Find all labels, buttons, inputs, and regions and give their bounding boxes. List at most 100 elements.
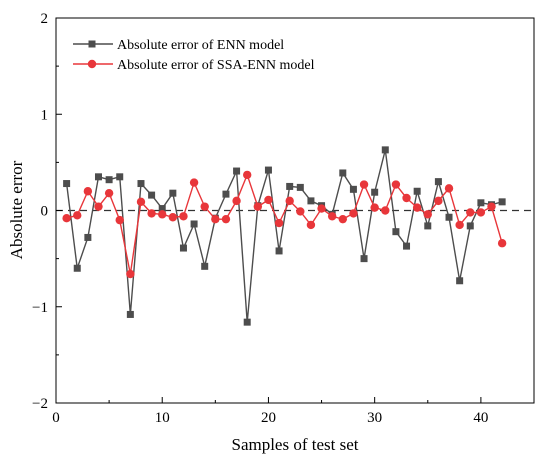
data-point-ssa-enn [243,170,252,180]
legend-marker-ssa-enn [87,59,97,69]
data-point-enn [116,173,124,181]
series-layer [62,146,507,326]
data-point-enn [137,180,145,188]
data-point-enn [179,244,187,252]
data-point-enn [73,264,81,272]
data-point-enn [498,198,506,206]
data-point-ssa-enn [306,220,316,230]
data-point-ssa-enn [423,210,432,219]
data-point-ssa-enn [317,204,326,213]
data-point-ssa-enn [200,202,209,211]
data-point-enn [466,222,474,230]
data-point-enn [201,262,209,270]
legend-label-enn: Absolute error of ENN model [117,38,284,53]
data-point-ssa-enn [126,269,135,279]
data-point-ssa-enn [434,196,443,206]
data-point-enn [296,183,304,191]
data-point-ssa-enn [412,203,422,212]
data-point-ssa-enn [189,178,199,187]
data-point-ssa-enn [476,208,486,217]
x-tick-label: 30 [367,410,382,426]
data-point-ssa-enn [296,207,305,216]
data-point-ssa-enn [147,209,156,218]
data-point-ssa-enn [285,196,294,206]
data-point-ssa-enn [158,210,167,219]
data-point-ssa-enn [455,220,464,230]
data-point-enn [371,188,379,196]
data-point-enn [413,187,421,195]
data-point-enn [456,277,464,285]
data-point-ssa-enn [381,206,390,215]
y-tick-label: 0 [41,204,49,220]
data-point-enn [403,242,411,250]
y-axis-title: Absolute error [7,160,26,259]
data-point-ssa-enn [264,195,273,205]
x-tick-label: 10 [155,410,170,426]
data-point-ssa-enn [115,215,124,225]
data-point-ssa-enn [104,188,114,198]
data-point-ssa-enn [136,197,146,207]
data-point-enn [434,178,442,186]
data-point-enn [126,310,134,318]
data-point-ssa-enn [402,193,411,203]
data-point-enn [445,213,453,221]
legend-label-ssa-enn: Absolute error of SSA-ENN model [117,58,315,73]
legend-marker-enn [88,40,96,48]
y-tick-label: 2 [41,11,49,27]
data-point-enn [339,169,347,177]
data-point-ssa-enn [73,211,82,220]
data-point-ssa-enn [232,196,241,206]
data-point-enn [105,176,113,184]
data-point-enn [381,146,389,154]
data-point-ssa-enn [83,187,93,196]
data-point-enn [84,233,92,241]
data-point-ssa-enn [327,212,337,221]
data-point-ssa-enn [338,214,347,224]
tick-labels: 0 10 20 30 40 −2 −1 0 1 2 [32,11,488,426]
data-point-enn [222,190,230,198]
data-point-ssa-enn [179,212,188,221]
y-tick-label: −2 [32,396,48,412]
data-point-ssa-enn [211,214,220,224]
data-point-enn [190,220,198,228]
y-tick-label: −1 [32,300,48,316]
x-tick-label: 0 [52,410,60,426]
data-point-enn [169,189,177,197]
data-point-enn [360,255,368,263]
y-tick-label: 1 [41,107,49,123]
data-point-enn [264,166,272,174]
data-point-ssa-enn [274,218,284,228]
data-point-ssa-enn [466,208,475,217]
data-point-enn [158,205,166,213]
data-point-enn [243,318,251,326]
data-point-enn [307,197,315,205]
data-point-enn [148,191,156,199]
data-point-ssa-enn [370,203,379,212]
x-tick-label: 20 [261,410,276,426]
data-point-enn [275,247,283,255]
data-point-enn [477,199,485,207]
data-point-ssa-enn [487,202,496,211]
x-tick-label: 40 [473,410,488,426]
data-point-ssa-enn [497,239,507,248]
data-point-enn [63,180,71,188]
legend: Absolute error of ENN model Absolute err… [73,38,315,73]
data-point-ssa-enn [349,209,358,218]
data-point-enn [286,182,294,190]
data-point-ssa-enn [62,214,71,223]
x-axis-title: Samples of test set [231,435,358,454]
data-point-enn [233,167,241,175]
data-point-ssa-enn [391,180,401,189]
data-point-ssa-enn [168,213,178,222]
data-point-enn [349,185,357,193]
data-point-ssa-enn [94,202,103,211]
data-point-enn [392,228,400,236]
data-point-ssa-enn [221,214,231,224]
data-point-enn [94,173,102,181]
data-point-enn [424,222,432,230]
plot-area [55,17,535,404]
data-point-ssa-enn [359,180,369,189]
data-point-ssa-enn [253,202,263,211]
data-point-ssa-enn [444,184,454,193]
